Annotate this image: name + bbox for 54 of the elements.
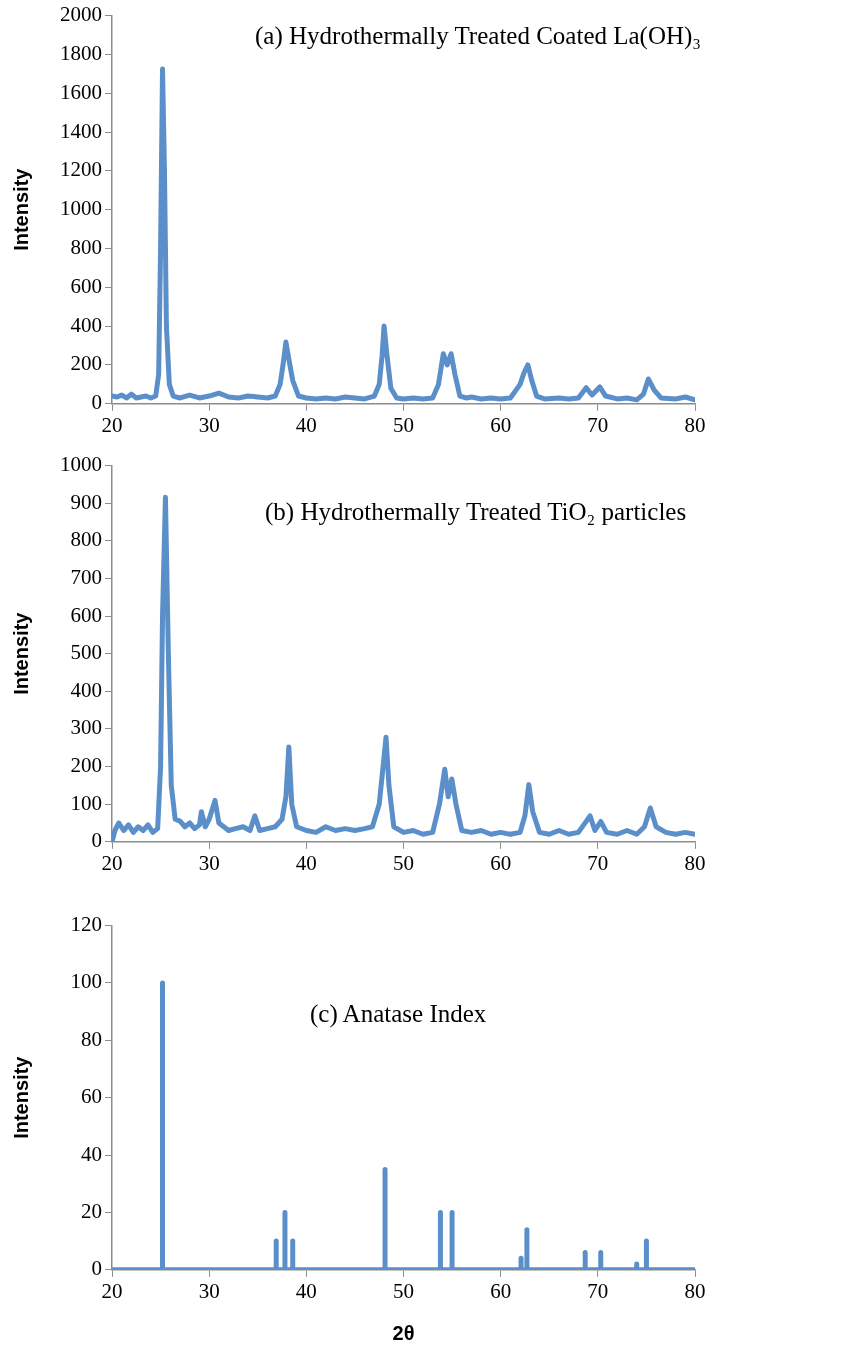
x-tick-label: 40 [295,412,317,437]
y-axis-title: Intensity [9,167,32,251]
text: (b) Hydrothermally Treated TiO₂ particles [265,498,687,526]
y-tick-label: 200 [70,351,102,376]
y-tick-label: 100 [70,969,102,994]
y-tick-label: 20 [81,1198,102,1223]
y-tick-label: 1800 [60,40,102,65]
y-tick-label: 1000 [60,196,102,221]
y-tick-label: 1400 [60,118,102,143]
y-tick-label: 1200 [60,157,102,182]
y-tick-label: 40 [81,1141,102,1166]
x-tick-label: 80 [684,1278,706,1303]
x-tick-label: 70 [587,850,609,875]
y-tick-label: 600 [70,602,102,627]
y-tick-label: 600 [70,273,102,298]
x-tick-label: 70 [587,1278,609,1303]
x-tick-label: 50 [393,1278,414,1303]
y-tick-label: 80 [81,1026,102,1051]
y-tick-label: 900 [70,489,102,514]
x-tick-label: 40 [295,1278,317,1303]
y-tick-label: 200 [70,753,102,778]
x-axis-title: 2θ [392,1321,415,1344]
y-tick-label: 500 [70,640,102,665]
y-tick-label: 0 [91,390,102,415]
y-tick-label: 60 [81,1084,102,1109]
y-axis-title: Intensity [9,1055,32,1139]
x-tick-label: 60 [490,1278,512,1303]
y-tick-label: 800 [70,235,102,260]
x-tick-label: 30 [198,1278,220,1303]
x-tick-label: 80 [684,412,706,437]
x-tick-label: 40 [295,850,317,875]
x-tick-label: 60 [490,850,512,875]
y-tick-label: 400 [70,312,102,337]
y-tick-label: 0 [91,828,102,853]
y-tick-label: 800 [70,527,102,552]
x-tick-label: 70 [587,412,609,437]
y-tick-label: 2000 [60,2,102,27]
x-tick-label: 60 [490,412,512,437]
x-tick-label: 50 [393,850,414,875]
x-tick-label: 80 [684,850,706,875]
y-tick-label: 1000 [60,452,102,477]
chart-title: (a) Hydrothermally Treated Coated La(OH)₃ [255,22,702,50]
y-tick-label: 1600 [60,79,102,104]
text: (c) Anatase Index [310,1000,487,1028]
y-axis-title: Intensity [9,611,32,695]
y-tick-label: 400 [70,677,102,702]
y-tick-label: 120 [70,912,102,937]
x-tick-label: 30 [198,850,220,875]
y-tick-label: 0 [91,1256,102,1281]
y-tick-label: 100 [70,790,102,815]
x-tick-label: 30 [198,412,220,437]
y-tick-label: 300 [70,715,102,740]
x-tick-label: 50 [393,412,414,437]
y-tick-label: 700 [70,564,102,589]
